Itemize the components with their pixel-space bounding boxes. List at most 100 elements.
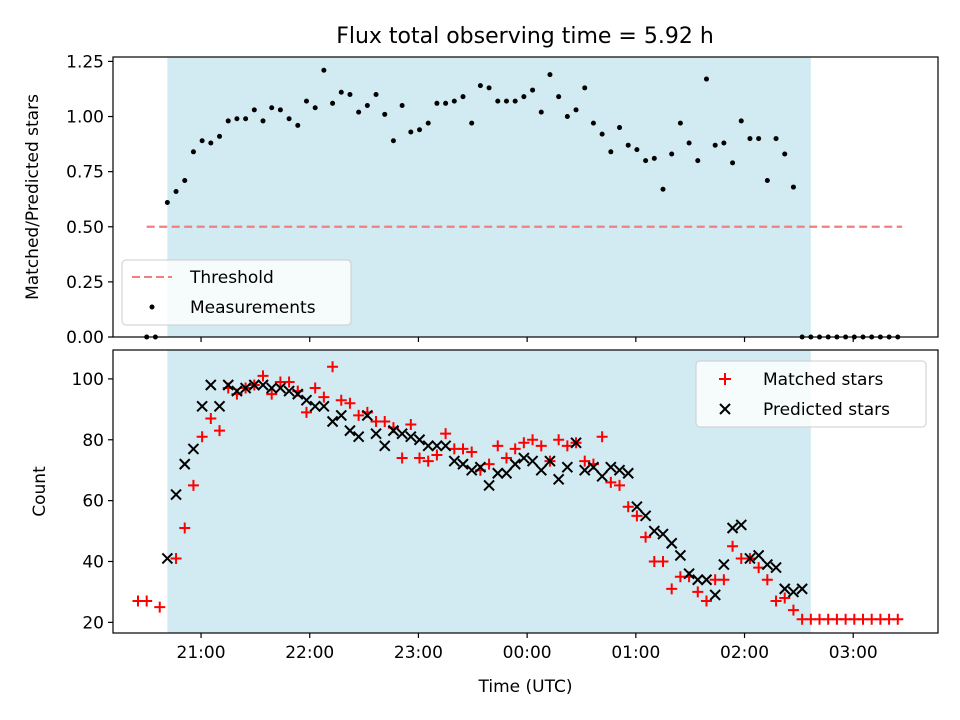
matched-point — [405, 419, 417, 431]
predicted-point — [413, 434, 426, 446]
measurement-point — [243, 116, 249, 122]
measurement-point — [199, 138, 205, 144]
x-tick-label: 03:00 — [829, 643, 878, 663]
measurement-point — [408, 129, 414, 135]
matched-point — [483, 458, 495, 470]
measurement-point — [425, 120, 431, 126]
matched-point — [622, 501, 634, 513]
predicted-point — [665, 537, 678, 549]
matched-point — [353, 409, 365, 421]
predicted-point — [396, 427, 408, 440]
predicted-point — [561, 461, 574, 473]
matched-point — [266, 388, 278, 400]
predicted-point — [309, 400, 321, 413]
predicted-point — [257, 379, 269, 391]
measurement-point — [469, 120, 475, 126]
measurement-point — [608, 149, 614, 155]
matched-point — [509, 443, 521, 455]
predicted-point — [170, 488, 182, 501]
predicted-point — [518, 452, 530, 464]
measurement-point — [556, 94, 562, 100]
measurement-point — [451, 98, 457, 104]
legend-threshold-label: Threshold — [189, 268, 274, 288]
matched-point — [335, 394, 347, 406]
measurement-point — [773, 136, 779, 142]
matched-point — [396, 452, 408, 464]
matched-point — [205, 412, 217, 424]
legend-predicted-swatch — [719, 403, 731, 415]
measurement-point — [364, 103, 370, 109]
predicted-point — [744, 552, 756, 565]
x-tick-label: 00:00 — [503, 643, 552, 663]
matched-point — [761, 574, 773, 586]
measurement-point — [382, 111, 388, 117]
measurement-point — [260, 118, 266, 124]
matched-point — [300, 406, 312, 418]
matched-point — [154, 601, 166, 613]
matched-point — [414, 452, 426, 464]
predicted-point — [300, 394, 313, 406]
predicted-point — [552, 473, 565, 486]
predicted-point — [248, 379, 261, 391]
y-tick-label: 0.25 — [66, 273, 104, 293]
predicted-point — [439, 440, 452, 452]
predicted-point — [544, 455, 556, 467]
y-tick-label: 100 — [72, 370, 104, 390]
matched-point — [327, 361, 339, 373]
measurement-point — [634, 147, 640, 153]
predicted-point — [622, 467, 634, 479]
matched-point — [527, 434, 539, 446]
bottom-legend: Matched stars Predicted stars — [695, 360, 927, 428]
top-x-ticks — [200, 337, 854, 342]
measurement-point — [277, 107, 283, 113]
matched-point — [727, 540, 739, 552]
bottom-x-ticks: 21:00 22:00 23:00 00:00 01:00 02:00 03:00 — [177, 633, 878, 663]
matched-point — [787, 604, 799, 616]
x-tick-label: 21:00 — [177, 643, 226, 663]
matched-point — [283, 376, 295, 388]
measurement-point — [338, 89, 344, 95]
predicted-point — [579, 464, 591, 476]
predicted-point — [239, 382, 252, 394]
predicted-point — [405, 431, 417, 443]
measurement-point — [617, 125, 623, 131]
matched-point — [257, 370, 269, 382]
matched-point — [753, 562, 765, 574]
matched-point — [379, 416, 391, 428]
predicted-point — [179, 458, 191, 470]
predicted-point — [596, 470, 608, 482]
y-tick-label: 1.00 — [66, 108, 104, 128]
predicted-point — [318, 400, 330, 413]
predicted-point — [509, 458, 521, 470]
measurement-point — [538, 109, 544, 115]
measurement-point — [373, 91, 379, 97]
predicted-point — [205, 379, 217, 391]
matched-point — [492, 440, 504, 452]
measurement-point — [547, 72, 553, 78]
matched-point — [318, 391, 330, 403]
bottom-marks — [132, 361, 904, 625]
matched-point — [640, 531, 652, 543]
measurement-point — [677, 120, 683, 126]
matched-point — [605, 476, 617, 488]
legend-measurements-label: Measurements — [190, 298, 316, 318]
predicted-point — [422, 440, 434, 452]
matched-point — [466, 446, 478, 458]
measurement-point — [703, 76, 709, 82]
predicted-point — [448, 455, 461, 467]
y-tick-label: 80 — [82, 431, 104, 451]
matched-point — [535, 440, 547, 452]
predicted-point — [326, 415, 339, 428]
x-axis-label: Time (UTC) — [478, 677, 573, 697]
predicted-point — [726, 522, 739, 534]
measurement-point — [217, 133, 223, 139]
matched-point — [196, 431, 208, 443]
predicted-point — [379, 440, 391, 452]
top-axes-frame — [112, 56, 939, 338]
predicted-point — [605, 461, 617, 473]
predicted-point — [761, 558, 774, 571]
measurement-point — [356, 109, 362, 115]
predicted-point — [344, 424, 356, 437]
y-tick-label: 20 — [82, 613, 104, 633]
predicted-point — [161, 552, 174, 565]
